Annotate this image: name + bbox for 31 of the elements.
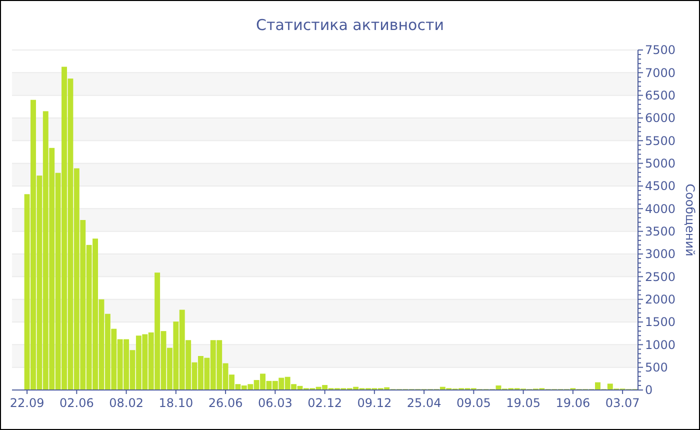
- y-tick-label: 6000: [645, 111, 676, 126]
- y-tick-label: 2000: [645, 292, 676, 307]
- y-tick-label: 5500: [645, 134, 676, 148]
- y-tick-label: 7500: [645, 43, 676, 58]
- x-tick-label: 18.10: [158, 396, 194, 410]
- y-tick-label: 1000: [645, 338, 676, 352]
- y-tick-label: 6500: [645, 88, 676, 103]
- y-tick-label: 3000: [645, 247, 676, 262]
- y-tick-label: 4500: [645, 179, 676, 194]
- y-tick-label: 5000: [645, 156, 676, 171]
- x-tick-label: 26.06: [208, 396, 243, 410]
- y-tick-label: 7000: [645, 66, 676, 80]
- x-tick-label: 25.04: [406, 396, 442, 410]
- y-tick-label: 2500: [645, 270, 676, 284]
- y-tick-label: 4000: [645, 202, 676, 216]
- x-tick-label: 06.03: [258, 396, 292, 410]
- y-axis-title: Сообщений: [683, 184, 697, 256]
- x-tick-label: 09.05: [456, 396, 491, 410]
- x-tick-label: 19.06: [556, 396, 590, 410]
- x-tick-label: 22.09: [10, 396, 44, 410]
- x-tick-label: 02.06: [59, 396, 94, 410]
- x-tick-label: 09.12: [357, 396, 392, 410]
- y-tick-label: 0: [645, 383, 653, 398]
- x-tick-label: 03.07: [605, 396, 640, 410]
- x-tick-label: 19.05: [506, 396, 540, 410]
- y-tick-label: 3500: [645, 224, 676, 239]
- y-tick-label: 500: [645, 360, 668, 375]
- x-tick-label: 08.02: [109, 396, 144, 410]
- x-tick-label: 02.12: [308, 396, 342, 410]
- chart-title: Статистика активности: [256, 16, 444, 34]
- y-tick-label: 1500: [645, 315, 676, 330]
